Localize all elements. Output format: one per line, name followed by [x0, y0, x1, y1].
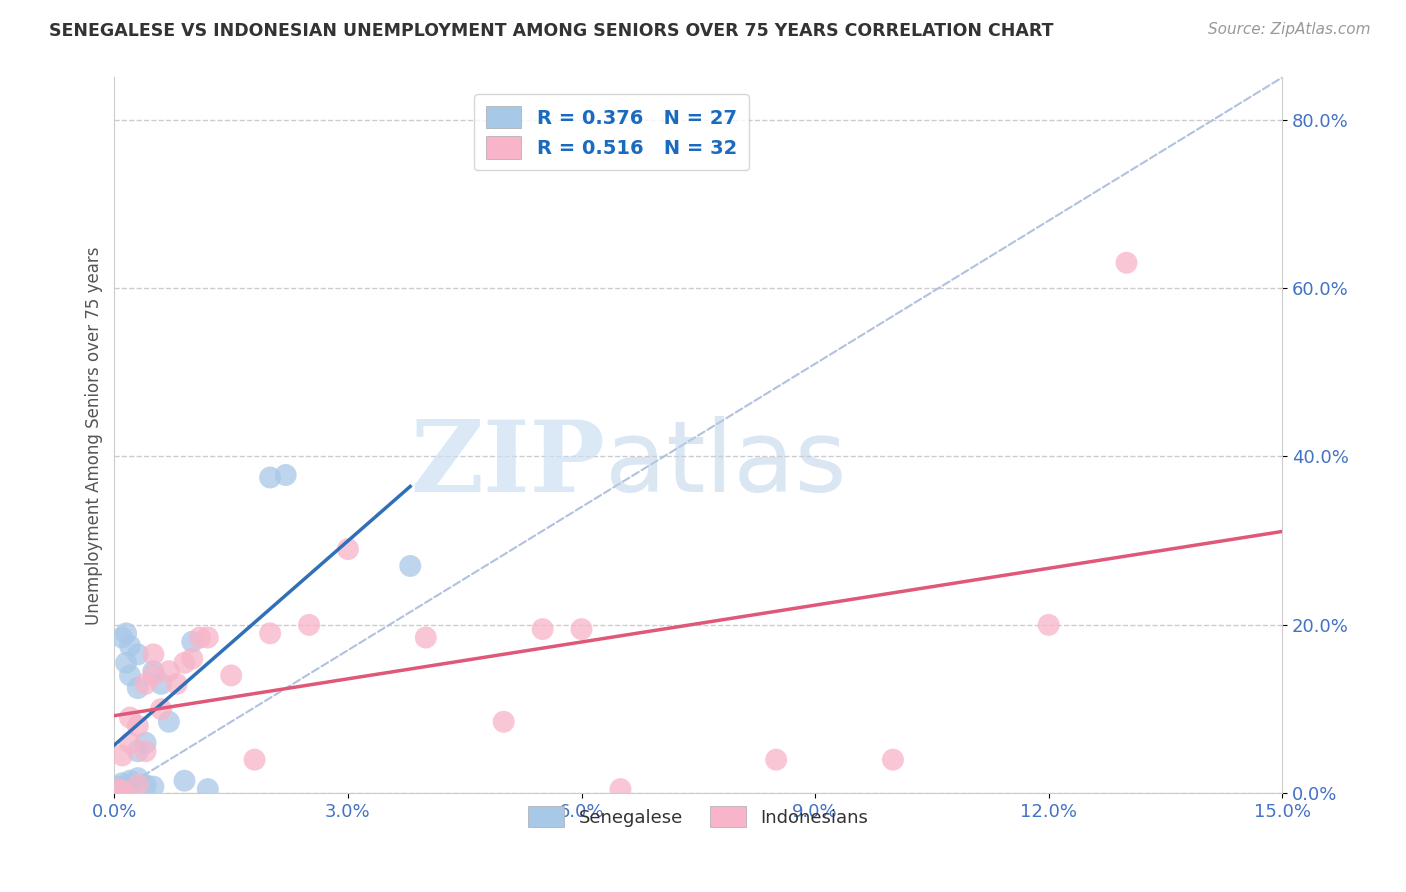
Point: [127, 681, 149, 695]
Point: [197, 631, 219, 645]
Point: [115, 656, 138, 670]
Point: [142, 780, 165, 794]
Point: [259, 626, 281, 640]
Point: [765, 753, 787, 767]
Point: [882, 753, 904, 767]
Point: [111, 748, 134, 763]
Point: [415, 631, 437, 645]
Point: [135, 736, 157, 750]
Point: [197, 782, 219, 797]
Point: [173, 773, 195, 788]
Point: [531, 622, 554, 636]
Point: [135, 744, 157, 758]
Point: [298, 618, 321, 632]
Point: [111, 784, 134, 798]
Point: [399, 558, 422, 573]
Text: Source: ZipAtlas.com: Source: ZipAtlas.com: [1208, 22, 1371, 37]
Point: [142, 668, 165, 682]
Point: [166, 677, 188, 691]
Point: [336, 542, 359, 557]
Point: [107, 780, 129, 794]
Point: [219, 668, 242, 682]
Point: [492, 714, 515, 729]
Point: [107, 784, 129, 798]
Y-axis label: Unemployment Among Seniors over 75 years: Unemployment Among Seniors over 75 years: [86, 246, 103, 624]
Point: [111, 776, 134, 790]
Point: [115, 626, 138, 640]
Text: ZIP: ZIP: [411, 416, 605, 513]
Point: [142, 648, 165, 662]
Point: [127, 719, 149, 733]
Point: [150, 702, 173, 716]
Point: [173, 656, 195, 670]
Point: [571, 622, 593, 636]
Point: [118, 736, 141, 750]
Point: [118, 710, 141, 724]
Point: [118, 668, 141, 682]
Legend: Senegalese, Indonesians: Senegalese, Indonesians: [522, 799, 876, 834]
Point: [181, 651, 204, 665]
Point: [127, 648, 149, 662]
Point: [157, 664, 180, 678]
Point: [118, 778, 141, 792]
Point: [274, 467, 297, 482]
Point: [118, 639, 141, 653]
Point: [127, 744, 149, 758]
Text: atlas: atlas: [605, 416, 846, 513]
Point: [259, 470, 281, 484]
Point: [107, 782, 129, 797]
Point: [111, 784, 134, 798]
Point: [243, 753, 266, 767]
Point: [1038, 618, 1060, 632]
Point: [127, 771, 149, 785]
Point: [1115, 256, 1137, 270]
Point: [127, 778, 149, 792]
Text: SENEGALESE VS INDONESIAN UNEMPLOYMENT AMONG SENIORS OVER 75 YEARS CORRELATION CH: SENEGALESE VS INDONESIAN UNEMPLOYMENT AM…: [49, 22, 1053, 40]
Point: [142, 664, 165, 678]
Point: [150, 677, 173, 691]
Point: [135, 677, 157, 691]
Point: [181, 634, 204, 648]
Point: [609, 782, 631, 797]
Point: [188, 631, 211, 645]
Point: [118, 773, 141, 788]
Point: [111, 631, 134, 645]
Point: [157, 714, 180, 729]
Point: [135, 778, 157, 792]
